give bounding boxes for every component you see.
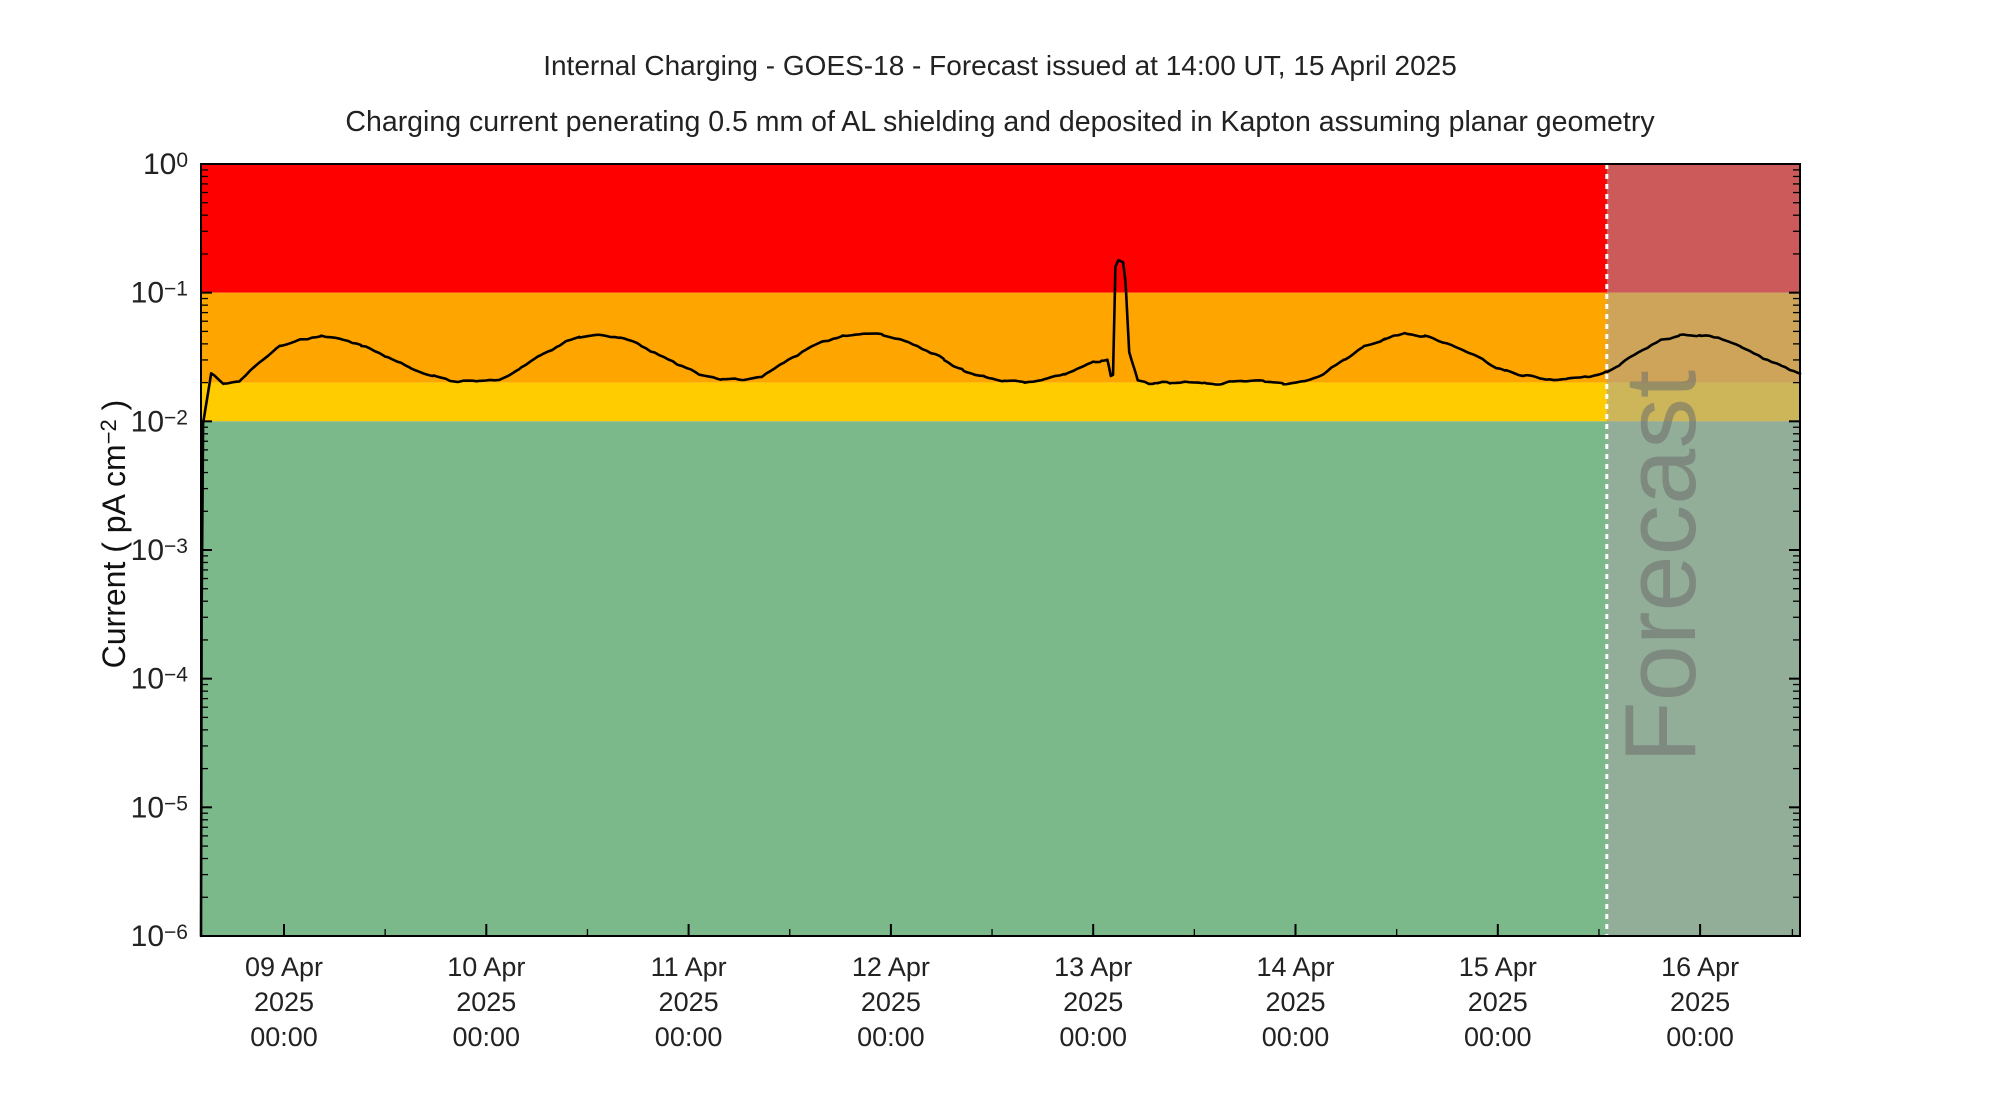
svg-text:00:00: 00:00 <box>1262 1022 1330 1052</box>
svg-text:2025: 2025 <box>1063 987 1123 1017</box>
svg-text:00:00: 00:00 <box>250 1022 318 1052</box>
svg-text:2025: 2025 <box>456 987 516 1017</box>
svg-text:11 Apr: 11 Apr <box>651 952 727 982</box>
svg-text:2025: 2025 <box>659 987 719 1017</box>
svg-text:10−3: 10−3 <box>131 534 188 567</box>
svg-text:2025: 2025 <box>1468 987 1528 1017</box>
svg-text:13 Apr: 13 Apr <box>1054 952 1132 982</box>
svg-text:10−6: 10−6 <box>131 920 188 953</box>
svg-text:10−1: 10−1 <box>131 277 188 310</box>
svg-text:Current ( pA cm−2 ): Current ( pA cm−2 ) <box>96 400 132 669</box>
svg-text:00:00: 00:00 <box>857 1022 925 1052</box>
svg-text:12 Apr: 12 Apr <box>852 952 930 982</box>
svg-text:00:00: 00:00 <box>453 1022 521 1052</box>
svg-text:10−4: 10−4 <box>131 663 189 696</box>
svg-text:10 Apr: 10 Apr <box>447 952 525 982</box>
svg-text:16 Apr: 16 Apr <box>1661 952 1739 982</box>
svg-text:00:00: 00:00 <box>1059 1022 1127 1052</box>
svg-text:10−2: 10−2 <box>131 405 188 438</box>
svg-text:2025: 2025 <box>1670 987 1730 1017</box>
svg-text:2025: 2025 <box>1265 987 1325 1017</box>
svg-text:100: 100 <box>143 148 188 181</box>
svg-text:00:00: 00:00 <box>1464 1022 1532 1052</box>
svg-text:00:00: 00:00 <box>655 1022 723 1052</box>
svg-text:Forecast: Forecast <box>1605 370 1717 763</box>
svg-text:14 Apr: 14 Apr <box>1256 952 1334 982</box>
svg-text:10−5: 10−5 <box>131 791 188 824</box>
svg-text:2025: 2025 <box>254 987 314 1017</box>
svg-text:09 Apr: 09 Apr <box>245 952 323 982</box>
svg-text:2025: 2025 <box>861 987 921 1017</box>
svg-text:15 Apr: 15 Apr <box>1459 952 1537 982</box>
svg-text:00:00: 00:00 <box>1666 1022 1734 1052</box>
